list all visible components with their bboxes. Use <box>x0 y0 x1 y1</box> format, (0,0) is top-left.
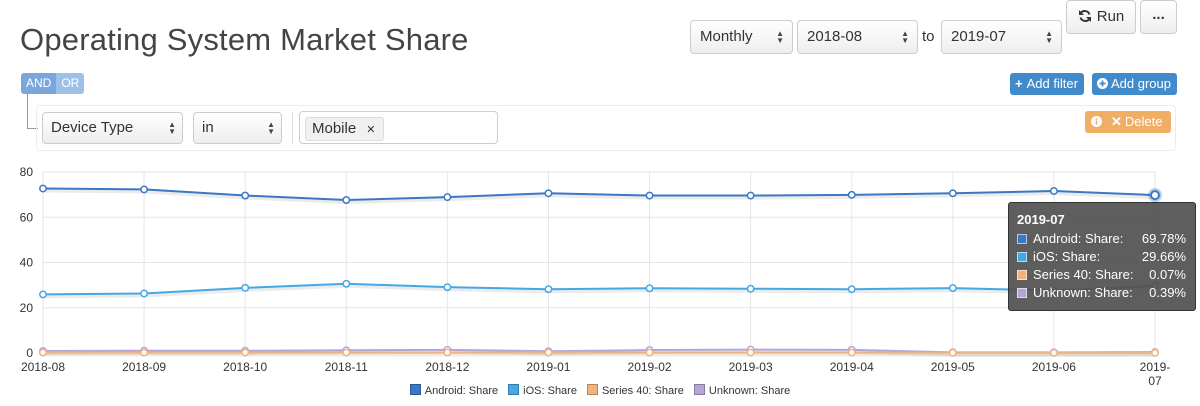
data-point <box>950 285 956 291</box>
data-point <box>242 285 248 291</box>
data-point <box>646 285 652 291</box>
data-point <box>141 290 147 296</box>
data-point <box>545 286 551 292</box>
data-point <box>545 190 551 196</box>
series-shadow <box>43 286 1155 297</box>
data-point <box>444 194 450 200</box>
legend-swatch <box>1017 288 1027 298</box>
y-tick-label: 0 <box>26 346 33 360</box>
x-tick-label: 2019-04 <box>830 360 874 374</box>
hover-point <box>1151 191 1159 199</box>
data-point <box>40 185 46 191</box>
x-tick-label: 2018-11 <box>325 360 368 374</box>
tooltip-value: 69.78% <box>1142 230 1186 248</box>
legend-label: iOS: Share <box>523 385 577 397</box>
legend-swatch <box>1017 234 1027 244</box>
tooltip-row: Android: Share: 69.78% <box>1017 230 1195 248</box>
legend-item[interactable]: Android: Share <box>410 384 498 397</box>
x-tick-label: 2018-09 <box>122 360 166 374</box>
legend-swatch <box>694 384 705 395</box>
legend-item[interactable]: Unknown: Share <box>694 384 790 397</box>
tooltip-row: Series 40: Share: 0.07% <box>1017 266 1195 284</box>
x-tick-label: 2019-06 <box>1032 360 1076 374</box>
legend-swatch <box>410 384 421 395</box>
data-point <box>950 350 956 356</box>
data-point <box>747 192 753 198</box>
data-point <box>1051 350 1057 356</box>
data-point <box>141 186 147 192</box>
tooltip-label: Unknown: Share: <box>1033 285 1133 300</box>
data-point <box>343 197 349 203</box>
tooltip-value: 29.66% <box>1142 248 1186 266</box>
y-tick-label: 40 <box>20 256 34 270</box>
legend-item[interactable]: Series 40: Share <box>587 384 684 397</box>
tooltip-label: Android: Share: <box>1033 231 1123 246</box>
tooltip-label: iOS: Share: <box>1033 249 1100 264</box>
tooltip-value: 0.39% <box>1149 284 1186 302</box>
x-tick-label: 2019-01 <box>526 360 570 374</box>
legend-swatch <box>508 384 519 395</box>
data-point <box>849 286 855 292</box>
x-tick-label: 2018-12 <box>425 360 469 374</box>
legend-label: Android: Share <box>425 385 498 397</box>
data-point <box>141 349 147 355</box>
tooltip-value: 0.07% <box>1149 266 1186 284</box>
chart-tooltip: 2019-07 Android: Share: 69.78% iOS: Share:… <box>1008 202 1196 311</box>
legend-label: Unknown: Share <box>709 385 790 397</box>
chart-legend: Android: Share iOS: Share Series 40: Share… <box>0 384 1200 397</box>
data-point <box>343 281 349 287</box>
x-tick-label: 2018-10 <box>223 360 267 374</box>
x-tick-label: 2019-02 <box>628 360 672 374</box>
tooltip-row: Unknown: Share: 0.39% <box>1017 284 1195 302</box>
data-point <box>40 349 46 355</box>
data-point <box>646 192 652 198</box>
x-tick-label: 2019-03 <box>729 360 773 374</box>
y-tick-label: 60 <box>20 210 34 224</box>
data-point <box>849 192 855 198</box>
legend-swatch <box>587 384 598 395</box>
data-point <box>444 349 450 355</box>
data-point <box>242 349 248 355</box>
data-point <box>747 286 753 292</box>
data-point <box>849 349 855 355</box>
legend-swatch <box>1017 252 1027 262</box>
tooltip-title: 2019-07 <box>1017 212 1195 227</box>
y-tick-label: 20 <box>20 301 34 315</box>
tooltip-label: Series 40: Share: <box>1033 267 1133 282</box>
legend-item[interactable]: iOS: Share <box>508 384 577 397</box>
data-point <box>444 284 450 290</box>
x-tick-label: 2019-05 <box>931 360 975 374</box>
x-tick-label: 2018-08 <box>21 360 65 374</box>
data-point <box>646 349 652 355</box>
data-point <box>747 349 753 355</box>
data-point <box>545 349 551 355</box>
data-point <box>242 192 248 198</box>
legend-swatch <box>1017 270 1027 280</box>
data-point <box>950 190 956 196</box>
y-tick-label: 80 <box>20 165 34 179</box>
data-point <box>1051 188 1057 194</box>
tooltip-row: iOS: Share: 29.66% <box>1017 248 1195 266</box>
legend-label: Series 40: Share <box>602 385 684 397</box>
data-point <box>343 349 349 355</box>
data-point <box>1152 350 1158 356</box>
data-point <box>40 291 46 297</box>
